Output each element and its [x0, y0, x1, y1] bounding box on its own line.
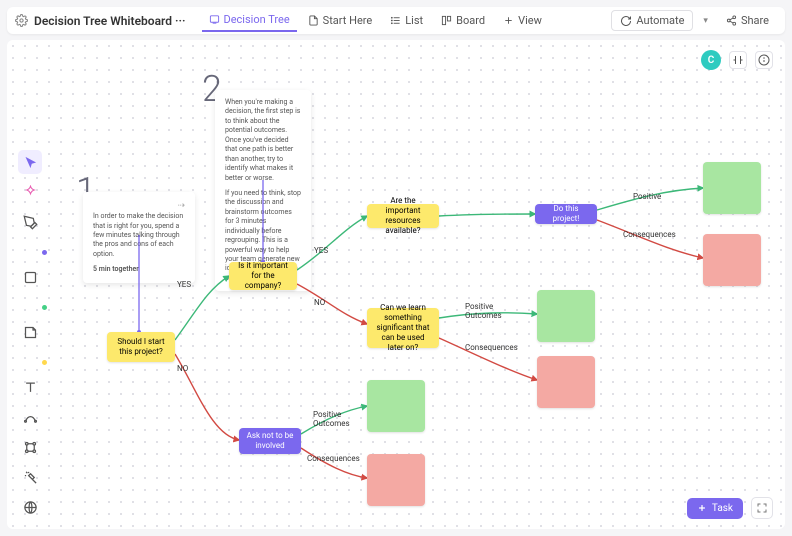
page-title: Decision Tree Whiteboard ···: [34, 14, 186, 28]
top-bar-right: Automate ▾ Share: [611, 10, 777, 31]
fit-icon[interactable]: [729, 51, 747, 69]
tool-image[interactable]: [18, 525, 42, 529]
tab-start-here[interactable]: Start Here: [301, 10, 380, 31]
note-2-p1: When you're making a decision, the first…: [225, 98, 301, 183]
top-bar-left: Decision Tree Whiteboard ··· Decision Tr…: [15, 9, 549, 32]
node-n_start[interactable]: Should I start this project?: [107, 332, 175, 362]
tab-board[interactable]: Board: [434, 10, 492, 31]
plus-icon: [503, 15, 514, 26]
expand-icon: [756, 502, 768, 514]
tool-sticky[interactable]: [18, 320, 42, 344]
tab-add-view[interactable]: View: [496, 10, 549, 31]
plus-icon: [697, 503, 707, 513]
task-label: Task: [712, 503, 733, 514]
top-bar: Decision Tree Whiteboard ··· Decision Tr…: [7, 7, 785, 34]
edge-label-pos1: Positive: [633, 192, 661, 201]
note-card-1[interactable]: ⇢ In order to make the decision that is …: [83, 192, 195, 283]
tab-decision-tree[interactable]: Decision Tree: [202, 9, 297, 32]
note-drag-icon: ⇢: [93, 200, 185, 212]
node-n_resources[interactable]: Are the important resources available?: [367, 204, 439, 228]
task-button[interactable]: Task: [687, 498, 743, 519]
node-n_g3[interactable]: [367, 380, 425, 432]
tab-label: Start Here: [323, 14, 373, 27]
whiteboard-icon: [209, 14, 220, 25]
tool-text[interactable]: [18, 375, 42, 399]
edge-label-con1: Consequences: [623, 230, 676, 239]
note-1-timer: 5 min together: [93, 265, 185, 274]
node-n_doproj[interactable]: Do this project!: [535, 204, 597, 224]
node-n_asknot[interactable]: Ask not to be involved: [239, 428, 301, 454]
avatar-initial: C: [708, 55, 715, 66]
node-n_r3[interactable]: [367, 454, 425, 506]
toolbar-color-dot-purple: [42, 250, 47, 255]
edge-label-no2: NO: [314, 298, 325, 307]
tool-ai[interactable]: [18, 180, 42, 204]
whiteboard-canvas[interactable]: C 1 2 ⇢ In order to make the decision th…: [7, 40, 785, 529]
automate-label: Automate: [636, 14, 684, 27]
edge-label-yes2: YES: [314, 246, 328, 255]
share-icon: [726, 15, 737, 26]
view-tabs: Decision Tree Start Here List Board View: [202, 9, 549, 32]
node-n_g2[interactable]: [537, 290, 595, 342]
node-n_company[interactable]: Is it important for the company?: [229, 262, 297, 290]
tool-cursor[interactable]: [18, 150, 42, 174]
title-wrap[interactable]: Decision Tree Whiteboard ···: [34, 14, 186, 28]
edge-label-yes1: YES: [177, 280, 191, 289]
node-n_g1[interactable]: [703, 162, 761, 214]
tab-label: List: [405, 14, 423, 27]
automate-button[interactable]: Automate: [611, 10, 693, 31]
expand-button[interactable]: [751, 497, 773, 519]
tool-web[interactable]: [18, 495, 42, 519]
toolbar-color-dot-green: [42, 305, 47, 310]
avatar[interactable]: C: [701, 50, 721, 70]
chevron-down-icon[interactable]: ▾: [699, 16, 712, 26]
edge-label-con3: Consequences: [307, 454, 360, 463]
left-toolbar: [15, 150, 45, 529]
tab-label: View: [518, 14, 542, 27]
canvas-bottom-right-controls: Task: [687, 497, 773, 519]
tool-magic[interactable]: [18, 465, 42, 489]
board-icon: [441, 15, 452, 26]
edge-label-pos3: Positive Outcomes: [313, 410, 357, 428]
edge-label-con2: Consequences: [465, 343, 518, 352]
node-n_learn[interactable]: Can we learn something significant that …: [367, 308, 439, 348]
doc-icon: [308, 15, 319, 26]
canvas-top-right-controls: C: [701, 50, 773, 70]
tab-label: Board: [456, 14, 485, 27]
automate-icon: [620, 15, 632, 27]
edge-label-pos2: Positive Outcomes: [465, 302, 509, 320]
node-n_r1[interactable]: [703, 234, 761, 286]
share-button[interactable]: Share: [718, 11, 777, 30]
node-n_r2[interactable]: [537, 356, 595, 408]
tool-pen[interactable]: [18, 210, 42, 234]
tool-hierarchy[interactable]: [18, 435, 42, 459]
tab-list[interactable]: List: [383, 10, 430, 31]
share-label: Share: [741, 14, 769, 27]
edge-label-no1: NO: [177, 364, 188, 373]
tool-connector[interactable]: [18, 405, 42, 429]
info-icon[interactable]: [755, 51, 773, 69]
tool-shape[interactable]: [18, 265, 42, 289]
settings-icon[interactable]: [15, 14, 28, 27]
note-1-text: In order to make the decision that is ri…: [93, 212, 185, 259]
toolbar-color-dot-yellow: [42, 360, 47, 365]
list-icon: [390, 15, 401, 26]
tab-label: Decision Tree: [224, 13, 290, 26]
